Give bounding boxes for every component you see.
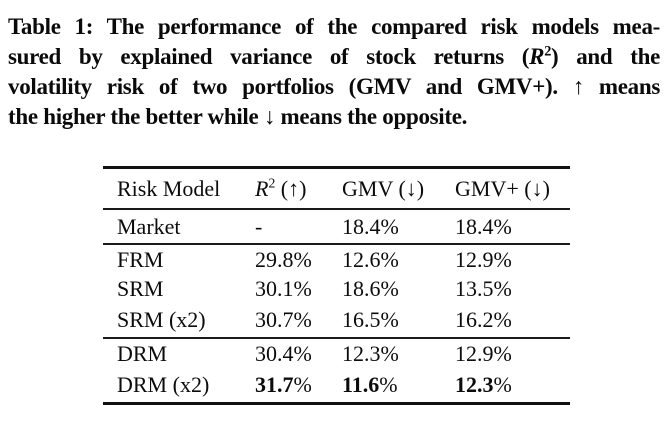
- header-r-superscript: 2: [268, 175, 276, 191]
- cell-r2: -: [255, 213, 263, 239]
- percent-sign: %: [379, 372, 398, 397]
- header-gmv: GMV (↓): [342, 175, 425, 201]
- cell-gmv-plus: 16.2%: [455, 307, 512, 332]
- cell-r2: 30.4%: [255, 340, 312, 366]
- cell-gmv: 12.6%: [342, 246, 399, 272]
- table-bottom-rule: [103, 402, 570, 405]
- cell-gmv-plus: 12.9%: [455, 246, 512, 272]
- table-row-drm-x2: DRM (x2) 31.7% 11.6% 12.3%: [103, 368, 570, 402]
- cell-gmv: 18.4%: [342, 213, 399, 239]
- cell-model: SRM (x2): [117, 307, 206, 332]
- table-header-rule: [103, 208, 570, 210]
- cell-r2: 31.7%: [255, 372, 342, 398]
- header-r2-arrow: (↑): [275, 175, 307, 201]
- cell-model: Market: [117, 213, 181, 239]
- cell-r2: 30.1%: [255, 275, 312, 301]
- table-row-frm: FRM 29.8% 12.6% 12.9%: [103, 245, 570, 274]
- cell-gmv-plus: 18.4%: [455, 213, 512, 239]
- caption-line-3: volatility risk of two portfolios (GMV a…: [8, 74, 660, 99]
- cell-gmv: 18.6%: [342, 275, 399, 301]
- caption-line-2-post: ) and the: [551, 44, 660, 69]
- table-top-rule: [103, 166, 570, 169]
- percent-sign: %: [293, 372, 312, 397]
- table-mid-rule-1: [103, 243, 570, 245]
- cell-model: DRM: [117, 340, 168, 366]
- cell-r2: 30.7%: [255, 307, 312, 332]
- cell-gmv: 16.5%: [342, 307, 399, 332]
- caption-r-symbol: R: [529, 44, 545, 69]
- cell-gmv-plus-value-bold: 12.3: [455, 372, 494, 397]
- cell-gmv: 12.3%: [342, 340, 399, 366]
- cell-model: SRM: [117, 275, 164, 301]
- cell-gmv-value-bold: 11.6: [342, 372, 380, 397]
- table-caption: Table 1: The performance of the compared…: [8, 12, 660, 132]
- table-row-market: Market - 18.4% 18.4%: [103, 210, 570, 243]
- table-row-srm-x2: SRM (x2) 30.7% 16.5% 16.2%: [103, 303, 570, 337]
- header-r2: R2 (↑): [255, 176, 342, 202]
- table-mid-rule-2: [103, 337, 570, 339]
- header-gmv-plus: GMV+ (↓): [455, 175, 550, 201]
- percent-sign: %: [493, 372, 512, 397]
- header-risk-model: Risk Model: [117, 175, 221, 201]
- cell-gmv: 11.6%: [342, 372, 455, 398]
- header-r-symbol: R: [255, 175, 269, 201]
- table-row-drm: DRM 30.4% 12.3% 12.9%: [103, 339, 570, 368]
- risk-model-table: Risk Model R2 (↑) GMV (↓) GMV+ (↓) Marke…: [103, 166, 570, 405]
- caption-line-2-pre: sured by explained variance of stock ret…: [8, 44, 530, 69]
- table-header-row: Risk Model R2 (↑) GMV (↓) GMV+ (↓): [103, 169, 570, 208]
- cell-gmv-plus: 12.3%: [455, 372, 570, 398]
- table-row-srm: SRM 30.1% 18.6% 13.5%: [103, 274, 570, 303]
- cell-model: DRM (x2): [117, 372, 210, 397]
- cell-r2: 29.8%: [255, 246, 312, 272]
- cell-gmv-plus: 13.5%: [455, 275, 512, 301]
- cell-gmv-plus: 12.9%: [455, 340, 512, 366]
- cell-model: FRM: [117, 246, 164, 272]
- caption-line-1: Table 1: The performance of the compared…: [8, 14, 660, 39]
- cell-r2-value-bold: 31.7: [255, 372, 294, 397]
- caption-r-superscript: 2: [544, 43, 552, 60]
- caption-line-2: sured by explained variance of stock ret…: [8, 42, 660, 72]
- caption-line-4: the higher the better while ↓ means the …: [8, 104, 468, 129]
